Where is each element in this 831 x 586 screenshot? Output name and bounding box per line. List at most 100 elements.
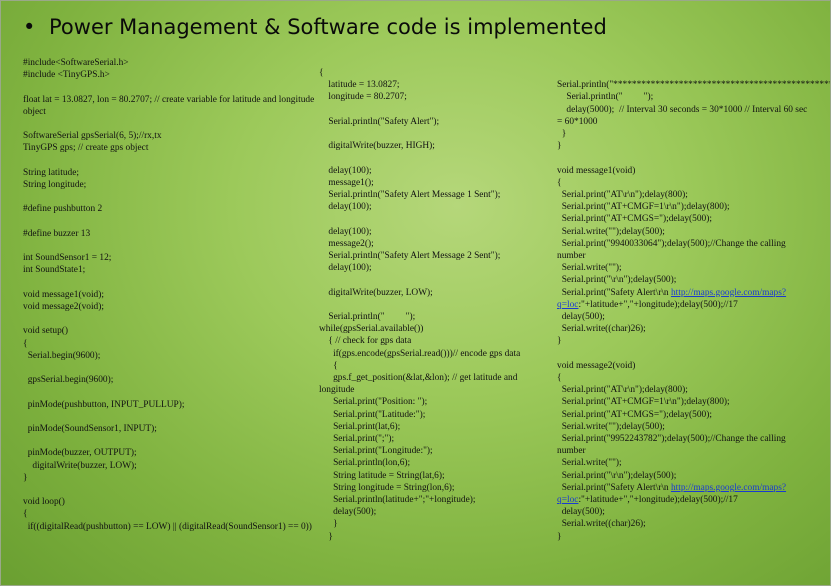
code-text: Serial.print("Safety Alert\r\n: [557, 482, 671, 493]
maps-link[interactable]: http://maps.google.com/maps?q=loc: [557, 482, 787, 506]
code-line: [23, 216, 315, 228]
code-line: Serial.print(lat,6);: [319, 421, 401, 432]
code-line: SoftwareSerial gpsSerial(6, 5);//rx,tx: [23, 131, 162, 142]
code-line: [23, 277, 315, 289]
code-line: [319, 128, 555, 140]
code-line: delay(100);: [319, 165, 372, 176]
code-line: int SoundSensor1 = 12;: [23, 253, 112, 264]
code-line: void message2(void);: [23, 301, 104, 312]
code-line: Serial.print("AT+CMGS=");delay(500);: [557, 214, 712, 225]
code-line: pinMode(buzzer, OUTPUT);: [23, 448, 137, 459]
code-line: }: [557, 141, 562, 152]
code-line: delay(500);: [557, 312, 605, 323]
code-line: void loop(): [23, 497, 65, 508]
code-line: digitalWrite(buzzer, HIGH);: [319, 141, 435, 152]
code-line: gpsSerial.begin(9600);: [23, 375, 114, 386]
code-line: Serial.println("Safety Alert Message 1 S…: [319, 189, 501, 200]
code-line: Serial.print("Latitude:");: [319, 409, 426, 420]
code-line: Serial.println("Safety Alert");: [319, 116, 440, 127]
code-line: [23, 191, 315, 203]
code-line: Serial.print("9952243782");delay(500);//…: [557, 434, 789, 457]
code-line: void message2(void): [557, 360, 636, 371]
code-line: [557, 348, 811, 360]
code-line: longitude = 80.2707;: [319, 92, 407, 103]
code-line: Serial.write("");: [557, 263, 622, 274]
code-line: Serial.begin(9600);: [23, 350, 101, 361]
code-line: Serial.write("");delay(500);: [557, 226, 665, 237]
code-line: Serial.println("Safety Alert Message 2 S…: [319, 250, 501, 261]
slide-title: • Power Management & Software code is imp…: [23, 15, 607, 39]
code-line: #include<SoftwareSerial.h>: [23, 58, 129, 68]
code-line: delay(500);: [319, 507, 377, 518]
code-line: Serial.print("\r\n");delay(500);: [557, 275, 677, 286]
code-line: [23, 313, 315, 325]
code-column-3: Serial.println("************************…: [557, 67, 830, 543]
code-line: [23, 240, 315, 252]
code-line: [23, 362, 315, 374]
code-line: pinMode(SoundSensor1, INPUT);: [23, 423, 157, 434]
code-line: Serial.write("");: [557, 458, 622, 469]
code-line: Serial.write((char)26);: [557, 519, 646, 530]
code-line: delay(100);: [319, 226, 372, 237]
code-line: [23, 411, 315, 423]
code-line: String longitude = String(lon,6);: [319, 482, 455, 493]
code-line: void message1(void): [557, 165, 636, 176]
code-text: :"+latitude+","+longitude);delay(500);//…: [578, 299, 738, 310]
maps-link[interactable]: http://maps.google.com/maps?q=loc: [557, 287, 787, 310]
code-line: }: [23, 472, 28, 483]
code-line: [557, 152, 811, 164]
code-line: String latitude;: [23, 167, 79, 178]
code-line: delay(100);: [319, 263, 372, 274]
code-text: Serial.print("Safety Alert\r\n: [557, 287, 671, 298]
code-column-1: #include<SoftwareSerial.h> #include <Tiny…: [23, 57, 315, 533]
code-line: Serial.write((char)26);: [557, 324, 646, 335]
code-line: delay(100);: [319, 202, 372, 213]
code-line: digitalWrite(buzzer, LOW);: [23, 460, 137, 471]
code-line: {: [557, 373, 562, 384]
code-line: Serial.println("************************…: [557, 80, 830, 91]
code-line: Serial.println(" ");: [319, 311, 416, 322]
code-line: pinMode(pushbutton, INPUT_PULLUP);: [23, 399, 185, 410]
code-line: [319, 299, 555, 311]
code-line: {: [23, 338, 28, 349]
code-line: Serial.print("AT\r\n");delay(800);: [557, 190, 688, 201]
code-line: Serial.print("AT\r\n");delay(800);: [557, 385, 688, 396]
code-line: Serial.print(";");: [319, 434, 395, 444]
code-line: Serial.print("Safety Alert\r\n http://ma…: [557, 287, 811, 311]
code-line: [23, 484, 315, 496]
code-line: message1();: [319, 177, 374, 188]
code-line: [319, 213, 555, 225]
code-line: }: [319, 531, 333, 542]
code-line: [23, 81, 315, 93]
code-line: #define buzzer 13: [23, 228, 91, 239]
code-line: Serial.print("AT+CMGF=1\r\n");delay(800)…: [557, 397, 730, 408]
code-line: [319, 274, 555, 286]
code-line: delay(5000); // Interval 30 seconds = 30…: [557, 104, 810, 127]
code-line: delay(500);: [557, 507, 605, 518]
code-line: { // check for gps data: [319, 336, 412, 347]
code-line: #define pushbutton 2: [23, 204, 103, 215]
code-line: gps.f_get_position(&lat,&lon); // get la…: [319, 372, 520, 396]
code-line: message2();: [319, 238, 374, 249]
title-text: Power Management & Software code is impl…: [49, 15, 607, 39]
code-line: Serial.println(latitude+";"+longitude);: [319, 495, 476, 506]
code-line: TinyGPS gps; // create gps object: [23, 143, 149, 154]
code-line: Serial.println(" ");: [557, 92, 654, 103]
code-line: Serial.print("9940033064");delay(500);//…: [557, 238, 789, 262]
code-line: [319, 152, 555, 164]
code-line: [319, 104, 555, 116]
code-line: Serial.print("AT+CMGF=1\r\n");delay(800)…: [557, 202, 730, 213]
code-text: :"+latitude+","+longitude);delay(500);//…: [578, 495, 738, 506]
code-line: }: [557, 531, 562, 542]
code-line: Serial.println(lon,6);: [319, 458, 411, 469]
code-line: }: [319, 519, 338, 530]
code-line: }: [557, 336, 562, 347]
code-line: [23, 386, 315, 398]
code-line: Serial.print("Longitude:");: [319, 446, 433, 457]
code-line: if((digitalRead(pushbutton) == LOW) || (…: [23, 521, 312, 532]
code-line: void message1(void);: [23, 289, 104, 300]
code-line: }: [557, 129, 567, 140]
code-line: String longitude;: [23, 179, 87, 190]
code-line: [23, 118, 315, 130]
code-line: digitalWrite(buzzer, LOW);: [319, 287, 433, 298]
